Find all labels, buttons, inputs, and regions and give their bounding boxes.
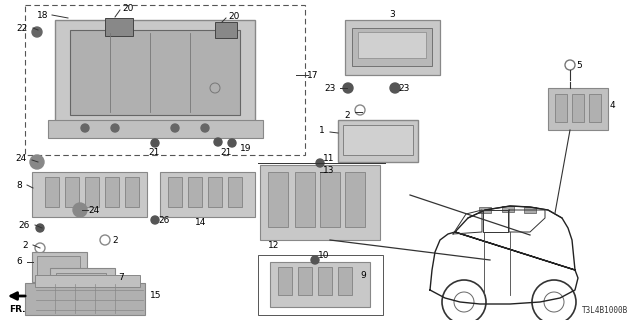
Text: T3L4B1000B: T3L4B1000B <box>582 306 628 315</box>
Text: 23: 23 <box>324 84 336 92</box>
Bar <box>55 20 255 135</box>
Circle shape <box>390 83 400 93</box>
Bar <box>352 28 432 66</box>
Bar <box>295 172 315 227</box>
Text: 10: 10 <box>318 251 330 260</box>
Circle shape <box>171 124 179 132</box>
Bar <box>589 94 601 122</box>
Circle shape <box>36 224 44 232</box>
Bar <box>479 207 491 213</box>
Text: 18: 18 <box>37 11 49 20</box>
Bar <box>502 206 514 212</box>
Bar <box>298 267 312 295</box>
Bar <box>258 255 383 315</box>
Bar <box>228 177 242 207</box>
Bar <box>345 20 440 75</box>
Bar <box>32 172 147 217</box>
Circle shape <box>151 139 159 147</box>
Bar <box>555 94 567 122</box>
Bar <box>338 120 418 162</box>
Circle shape <box>30 155 44 169</box>
Circle shape <box>81 124 89 132</box>
Text: 12: 12 <box>268 241 280 250</box>
Bar <box>70 30 240 115</box>
Text: 15: 15 <box>150 292 161 300</box>
Bar <box>358 32 426 58</box>
Bar <box>50 268 115 303</box>
Circle shape <box>73 203 87 217</box>
Bar <box>37 256 80 276</box>
Bar <box>208 177 222 207</box>
Bar <box>260 165 380 240</box>
Bar <box>548 88 608 130</box>
Bar <box>65 177 79 207</box>
Bar <box>320 172 340 227</box>
Text: 24: 24 <box>88 205 99 214</box>
Bar <box>572 94 584 122</box>
Text: 5: 5 <box>576 60 582 69</box>
Circle shape <box>214 138 222 146</box>
Text: 23: 23 <box>398 84 410 92</box>
Text: 7: 7 <box>118 274 124 283</box>
Bar <box>125 177 139 207</box>
Bar <box>270 262 370 307</box>
Text: 21: 21 <box>148 148 159 156</box>
Bar <box>278 267 292 295</box>
Bar <box>338 267 352 295</box>
Text: 2: 2 <box>22 241 28 250</box>
Text: 17: 17 <box>307 70 319 79</box>
Bar <box>168 177 182 207</box>
Circle shape <box>343 83 353 93</box>
Text: 2: 2 <box>112 236 118 244</box>
Bar <box>32 252 87 282</box>
Bar <box>524 207 536 213</box>
Circle shape <box>32 27 42 37</box>
Bar <box>56 273 106 296</box>
Text: 4: 4 <box>610 100 616 109</box>
Bar <box>345 172 365 227</box>
Bar <box>105 18 133 36</box>
Text: 24: 24 <box>16 154 27 163</box>
Circle shape <box>151 216 159 224</box>
Bar <box>215 22 237 38</box>
Text: 11: 11 <box>323 154 335 163</box>
Text: 20: 20 <box>228 12 239 20</box>
Bar <box>25 283 145 315</box>
Bar <box>25 5 305 155</box>
Text: 8: 8 <box>16 180 22 189</box>
Bar <box>85 177 99 207</box>
Bar <box>160 172 255 217</box>
Text: 2: 2 <box>344 110 350 119</box>
Text: 20: 20 <box>122 4 133 12</box>
Bar <box>318 267 332 295</box>
Text: 22: 22 <box>17 23 28 33</box>
Circle shape <box>201 124 209 132</box>
Text: 26: 26 <box>158 215 170 225</box>
Text: 26: 26 <box>19 220 30 229</box>
Bar <box>48 120 263 138</box>
Text: 1: 1 <box>319 125 325 134</box>
Circle shape <box>228 139 236 147</box>
Circle shape <box>111 124 119 132</box>
Text: FR.: FR. <box>9 306 25 315</box>
Text: 6: 6 <box>16 258 22 267</box>
Text: 21: 21 <box>220 148 232 156</box>
Bar <box>188 177 202 207</box>
Text: 13: 13 <box>323 165 335 174</box>
Circle shape <box>311 256 319 264</box>
Text: 3: 3 <box>389 10 395 19</box>
Bar <box>268 172 288 227</box>
Bar <box>343 125 413 155</box>
Bar <box>45 177 59 207</box>
Bar <box>35 275 140 287</box>
Circle shape <box>316 159 324 167</box>
Text: 9: 9 <box>360 270 365 279</box>
Bar <box>105 177 119 207</box>
Text: 14: 14 <box>195 218 206 227</box>
Text: 19: 19 <box>240 143 252 153</box>
